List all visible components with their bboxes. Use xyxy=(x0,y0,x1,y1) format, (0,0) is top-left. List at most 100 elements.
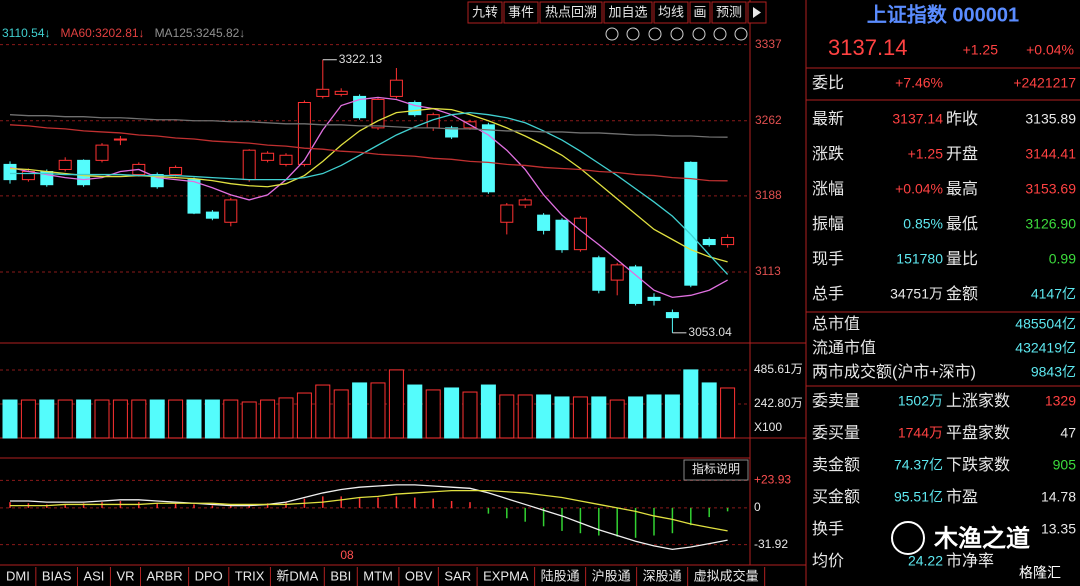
toolbar-label: 预测 xyxy=(716,4,742,19)
icon[interactable] xyxy=(734,27,748,41)
candle-body xyxy=(445,127,459,138)
x-axis-label: 08 xyxy=(340,548,354,562)
tab-label[interactable]: DPO xyxy=(195,568,223,583)
icon[interactable] xyxy=(713,27,727,41)
quote-price: 3137.14 xyxy=(828,35,908,60)
y-tick-label: 485.61万 xyxy=(754,362,803,376)
field-value: 47 xyxy=(1060,425,1076,441)
volume-bar xyxy=(720,387,736,439)
field-value: 432419亿 xyxy=(1015,340,1076,356)
field-label: 振幅 xyxy=(812,215,844,233)
candle-body xyxy=(3,163,17,181)
tab-label[interactable]: 沪股通 xyxy=(592,568,631,583)
tab-label[interactable]: DMI xyxy=(6,568,30,583)
tab-label[interactable]: 陆股通 xyxy=(541,568,580,583)
candle-body xyxy=(77,159,91,186)
field-label: 开盘 xyxy=(946,144,978,163)
tab-label[interactable]: MTM xyxy=(363,568,393,583)
tab-label[interactable]: 虚拟成交量 xyxy=(694,568,759,583)
volume-bar xyxy=(683,369,699,439)
icon[interactable] xyxy=(605,27,619,41)
tab-label[interactable]: OBV xyxy=(405,568,433,583)
field-label: 平盘家数 xyxy=(946,423,1010,442)
field-value: 1502万 xyxy=(898,393,943,409)
tab-label[interactable]: VR xyxy=(116,568,134,583)
field-label: 卖金额 xyxy=(812,456,860,474)
volume-bar xyxy=(76,399,92,439)
toolbar-button[interactable] xyxy=(689,1,711,24)
quote-title: 上证指数 000001 xyxy=(867,2,1019,26)
volume-bar xyxy=(57,399,73,439)
field-label: 流通市值 xyxy=(812,339,876,357)
tab-label[interactable]: 新DMA xyxy=(276,568,318,583)
volume-bar xyxy=(701,382,717,439)
tab-label[interactable]: EXPMA xyxy=(483,568,529,583)
y-tick-label: 3337 xyxy=(755,37,782,51)
tab-label[interactable]: BBI xyxy=(330,568,351,583)
field-value: 905 xyxy=(1053,457,1077,473)
volume-bar xyxy=(572,396,588,439)
candle-body xyxy=(113,138,127,141)
volume-bar xyxy=(591,396,607,439)
volume-bar xyxy=(499,394,515,439)
icon[interactable] xyxy=(648,27,662,41)
volume-bar xyxy=(241,401,257,439)
y-tick-label: 0 xyxy=(754,500,761,514)
quote-change-pct: +0.04% xyxy=(1026,42,1074,58)
moving-average xyxy=(10,111,729,275)
tab-label[interactable]: ASI xyxy=(83,568,104,583)
field-value: 485504亿 xyxy=(1015,316,1076,332)
candle-body xyxy=(279,154,293,165)
volume-bar xyxy=(186,399,202,439)
watermark-logo xyxy=(891,521,925,555)
volume-bar xyxy=(444,387,460,439)
indicator-button[interactable] xyxy=(683,459,749,481)
toolbar-button[interactable] xyxy=(503,1,539,24)
indicator-button-label: 指标说明 xyxy=(692,461,740,476)
candle-body xyxy=(481,124,495,193)
candle-body xyxy=(187,179,201,214)
candle-body xyxy=(205,211,219,219)
volume-bar xyxy=(388,369,404,439)
macd-line xyxy=(10,489,728,532)
toolbar-button[interactable] xyxy=(711,1,747,24)
y-tick-label: +23.93 xyxy=(754,473,791,487)
toolbar-button[interactable] xyxy=(603,1,653,24)
candle-body xyxy=(500,204,514,223)
candle-body xyxy=(334,90,348,95)
watermark-brand: 格隆汇 xyxy=(1019,565,1061,581)
legend-entry: MA125:3245.82↓ xyxy=(155,26,246,40)
tab-label[interactable]: TRIX xyxy=(235,568,265,583)
candle-body xyxy=(261,152,275,161)
chart-icons xyxy=(605,27,748,41)
field-value: 1744万 xyxy=(898,425,943,441)
volume-bar xyxy=(131,399,147,439)
toolbar-button[interactable] xyxy=(539,1,603,24)
field-label: 委买量 xyxy=(812,424,860,442)
tab-label[interactable]: 深股通 xyxy=(643,568,682,583)
toolbar-button[interactable] xyxy=(467,1,503,24)
icon[interactable] xyxy=(670,27,684,41)
candle-body xyxy=(242,149,256,181)
candle-body xyxy=(58,159,72,170)
field-label: 市盈 xyxy=(946,488,978,506)
volume-bar xyxy=(2,399,18,439)
icon[interactable] xyxy=(692,27,706,41)
volume-bar xyxy=(517,394,533,439)
candle-body xyxy=(647,296,661,301)
moving-average xyxy=(9,114,728,138)
field-label: 最低 xyxy=(946,215,978,233)
tab-label[interactable]: ARBR xyxy=(147,568,183,583)
volume-bar xyxy=(425,389,441,439)
volume-bar xyxy=(39,399,55,439)
candle-body xyxy=(537,214,551,231)
watermark: 木渔之道 xyxy=(933,524,1030,552)
y-tick-label: 242.80万 xyxy=(754,396,803,410)
icon[interactable] xyxy=(626,27,640,41)
toolbar-button[interactable] xyxy=(653,1,689,24)
tab-label[interactable]: BIAS xyxy=(42,568,72,583)
y-tick-label: -31.92 xyxy=(754,537,788,551)
low-label: 3053.04 xyxy=(688,325,732,339)
tab-label[interactable]: SAR xyxy=(444,568,471,583)
field-label: 均价 xyxy=(812,552,844,570)
